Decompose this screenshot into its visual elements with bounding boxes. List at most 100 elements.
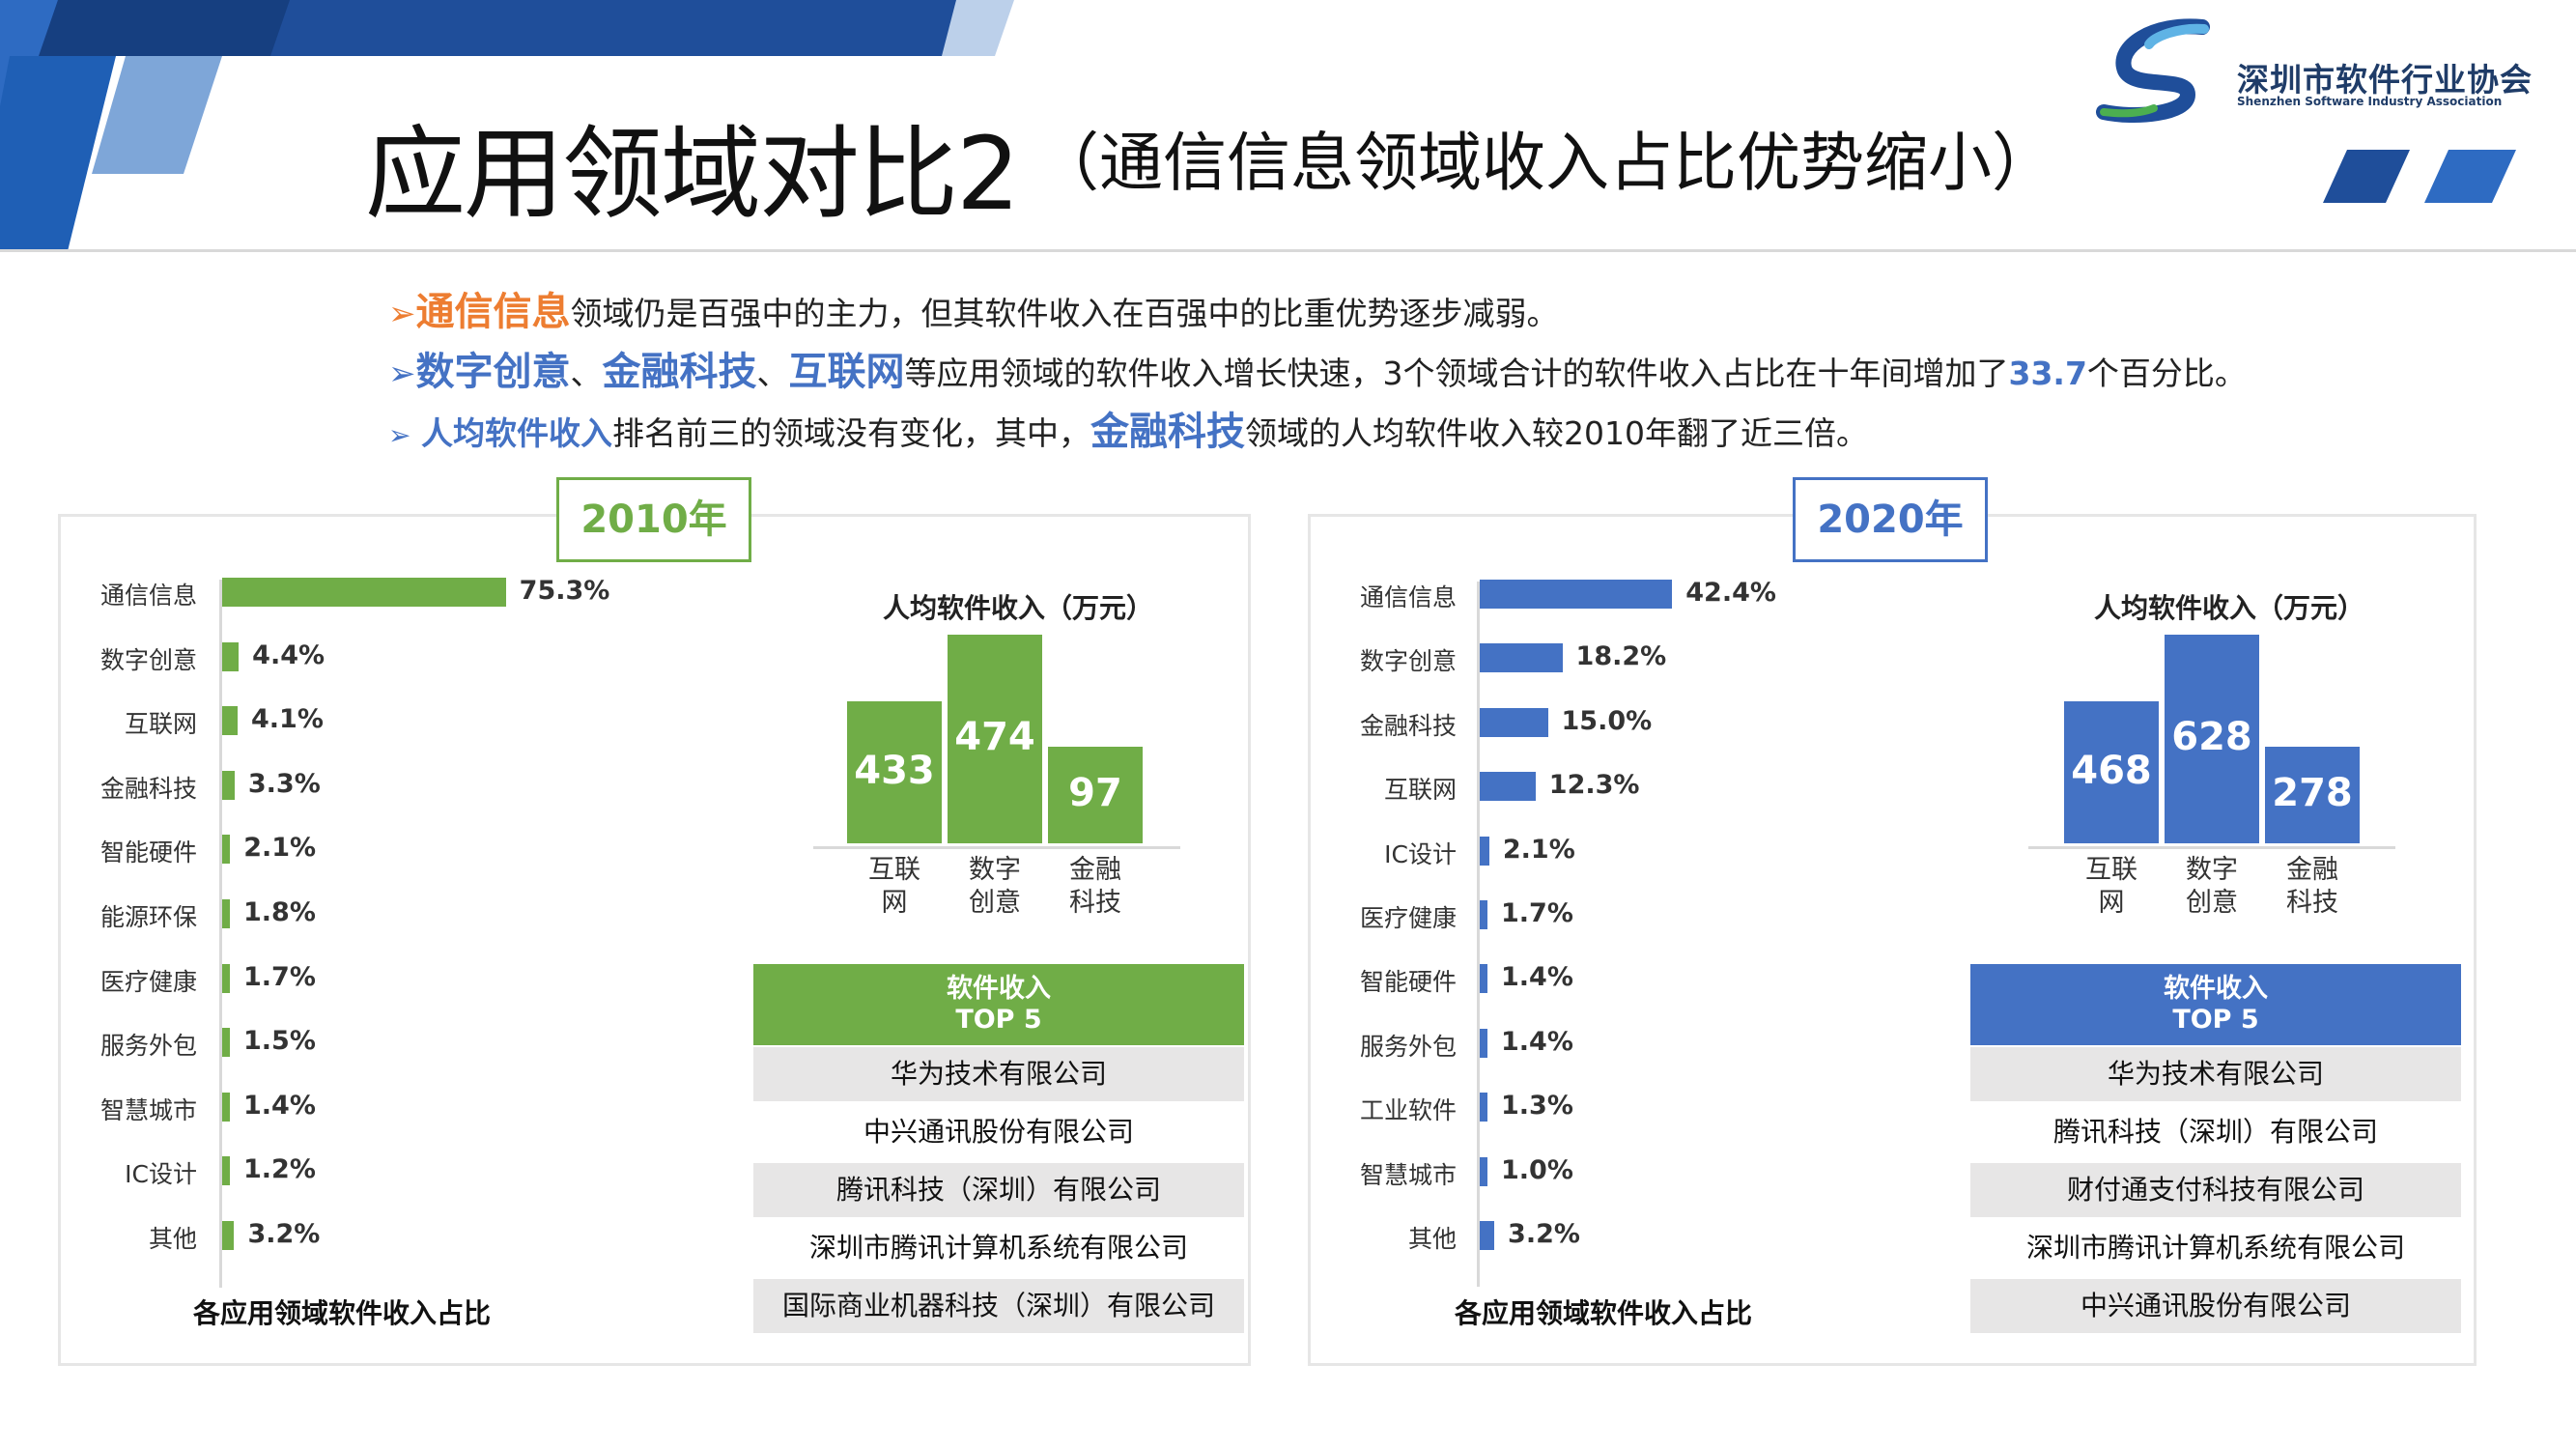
bar (1480, 1221, 1495, 1250)
per-capita-category-line: 金融 (2286, 855, 2338, 885)
bar (222, 1221, 235, 1250)
top5-header-2010: 软件收入 TOP 5 (753, 964, 1244, 1045)
per-capita-category-line: 创意 (2186, 888, 2238, 918)
bar (1480, 772, 1536, 802)
category-label: 工业软件 (1359, 1096, 1457, 1125)
per-capita-category-line: 金融 (1069, 855, 1121, 885)
bar (222, 835, 231, 865)
value-label: 2.1% (1502, 834, 1575, 865)
bar (222, 770, 235, 800)
association-logo-icon (2096, 18, 2210, 123)
page-title: 应用领域对比2 (365, 115, 1020, 233)
per-capita-axis (813, 846, 1180, 849)
logo-name-en: Shenzhen Software Industry Association (2237, 95, 2503, 108)
company-row: 中兴通讯股份有限公司 (1970, 1279, 2461, 1333)
category-label: 其他 (1407, 1225, 1457, 1253)
value-label: 15.0% (1561, 705, 1653, 736)
value-label: 2.1% (243, 833, 317, 864)
per-capita-value: 468 (2071, 748, 2152, 793)
bullet-1: ➢通信信息领域仍是百强中的主力，但其软件收入在百强中的比重优势逐步减弱。 (388, 290, 1559, 334)
arrow-icon: ➢ (388, 355, 416, 393)
category-label: 数字创意 (1359, 647, 1457, 676)
category-label: 智慧城市 (99, 1095, 197, 1124)
value-label: 42.4% (1685, 578, 1776, 608)
value-label: 1.3% (1501, 1091, 1573, 1122)
value-label: 18.2% (1575, 641, 1667, 672)
category-label: IC设计 (125, 1160, 197, 1189)
arrow-icon: ➢ (388, 419, 411, 451)
category-label: 金融科技 (99, 774, 197, 803)
bar (1480, 836, 1489, 866)
bar (1480, 900, 1487, 929)
value-label: 1.8% (243, 897, 316, 927)
per-capita-category: 数字 创意 (2162, 854, 2262, 920)
company-row: 腾讯科技（深圳）有限公司 (2052, 1116, 2378, 1148)
per-capita-column: 468 (2061, 698, 2162, 846)
per-capita-category: 金融 科技 (2262, 854, 2363, 920)
value-label: 4.4% (252, 639, 326, 670)
per-capita-category-line: 科技 (2286, 888, 2338, 918)
bar (1480, 643, 1563, 673)
chart-caption-2010: 各应用领域软件收入占比 (193, 1297, 492, 1329)
per-capita-title-2020: 人均软件收入（万元） (2094, 592, 2365, 624)
value-label: 1.7% (243, 961, 316, 992)
page-subtitle: （通信信息领域收入占比优势缩小） (1035, 126, 2055, 200)
value-label: 3.2% (1508, 1219, 1580, 1249)
bar (1480, 1028, 1487, 1058)
header-divider (0, 249, 2576, 252)
per-capita-value: 628 (2171, 715, 2252, 759)
bar (1480, 580, 1673, 609)
category-label: 智慧城市 (1359, 1160, 1457, 1189)
value-label: 1.7% (1501, 898, 1573, 928)
bar (222, 963, 230, 993)
per-capita-column: 278 (2262, 744, 2363, 846)
value-label: 3.2% (247, 1219, 321, 1249)
per-capita-category-line: 数字 (969, 855, 1021, 885)
company-row: 华为技术有限公司 (1970, 1047, 2461, 1101)
per-capita-value: 474 (954, 715, 1035, 759)
per-capita-category: 互联网 (2061, 854, 2162, 920)
per-capita-category-line: 数字 (2186, 855, 2238, 885)
category-label: IC设计 (1384, 839, 1457, 868)
bar (222, 706, 238, 736)
per-capita-value: 433 (854, 748, 935, 793)
year-box-2010: 2010年 (556, 477, 751, 562)
company-row: 华为技术有限公司 (753, 1047, 1244, 1101)
chart-axis (219, 580, 222, 1288)
bar (1480, 964, 1487, 994)
top5-header-2020: 软件收入 TOP 5 (1970, 964, 2461, 1045)
per-capita-value: 97 (1068, 771, 1122, 815)
company-row: 财付通支付科技有限公司 (1970, 1163, 2461, 1217)
value-label: 75.3% (519, 576, 610, 606)
per-capita-title-2010: 人均软件收入（万元） (883, 592, 1154, 624)
category-label: 数字创意 (99, 645, 197, 674)
per-capita-category-line: 互联 (868, 855, 920, 885)
logo-name-cn: 深圳市软件行业协会 (2237, 61, 2533, 99)
per-capita-category-line: 网 (881, 888, 908, 918)
category-label: 互联网 (1383, 776, 1457, 805)
category-label: 金融科技 (1359, 711, 1457, 740)
company-row: 中兴通讯股份有限公司 (863, 1116, 1134, 1148)
category-label: 智能硬件 (99, 838, 197, 867)
per-capita-column: 433 (844, 698, 945, 846)
bar (222, 899, 230, 928)
per-capita-column: 474 (945, 632, 1045, 846)
per-capita-category-line: 互联 (2085, 855, 2137, 885)
bar (222, 1028, 230, 1058)
bar (222, 1156, 230, 1186)
company-row: 腾讯科技（深圳）有限公司 (753, 1163, 1244, 1217)
bar (1480, 707, 1548, 737)
per-capita-category-line: 科技 (1069, 888, 1121, 918)
per-capita-category: 互联网 (844, 854, 945, 920)
bullet-2: ➢数字创意、金融科技、互联网等应用领域的软件收入增长快速，3个领域合计的软件收入… (388, 350, 2247, 394)
per-capita-value: 278 (2272, 771, 2353, 815)
per-capita-category-line: 网 (2098, 888, 2125, 918)
bar (1480, 1093, 1487, 1122)
value-label: 1.4% (1501, 1026, 1573, 1057)
category-label: 通信信息 (99, 582, 197, 610)
category-label: 服务外包 (1359, 1032, 1457, 1061)
category-label: 互联网 (124, 710, 197, 739)
value-label: 1.2% (243, 1154, 316, 1185)
category-label: 医疗健康 (99, 967, 197, 996)
category-label: 能源环保 (99, 903, 197, 931)
